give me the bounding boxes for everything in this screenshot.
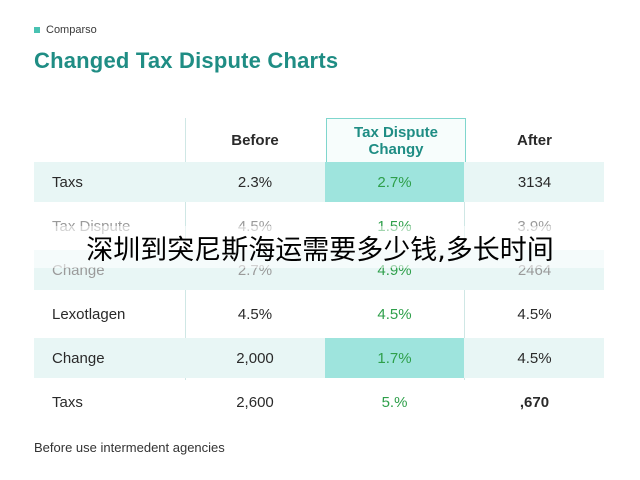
before-value: 2,600 (236, 393, 274, 411)
table-row: Taxs 2,600 5.% ,670 (34, 382, 604, 422)
table-header: Before Tax Dispute Changy After (34, 118, 604, 163)
after-value: 4.5% (517, 349, 552, 367)
after-value: 3134 (517, 173, 552, 191)
header-tax-dispute-line1: Tax Dispute (354, 124, 438, 141)
eyebrow-marker-icon (34, 27, 40, 33)
eyebrow: Comparso (34, 24, 97, 36)
eyebrow-label: Comparso (46, 24, 97, 36)
table-row: Change 2,000 1.7% 4.5% (34, 338, 604, 378)
before-value: 4.5% (237, 305, 273, 323)
table-row: Lexotlagen 4.5% 4.5% 4.5% (34, 294, 604, 334)
row-label: Change (52, 349, 105, 367)
table-row: Taxs 2.3% 2.7% 3134 (34, 162, 604, 202)
header-before: Before (231, 131, 279, 149)
page-title: Changed Tax Dispute Charts (34, 48, 339, 73)
header-tax-dispute: Tax Dispute Changy (326, 118, 466, 163)
after-value: ,670 (519, 393, 550, 411)
dispute-value: 5.% (381, 393, 408, 411)
after-value: 4.5% (517, 305, 552, 323)
row-label: Taxs (52, 393, 83, 411)
before-value: 2,000 (236, 349, 274, 367)
dispute-value: 4.5% (377, 305, 412, 323)
dispute-value: 1.7% (325, 338, 464, 378)
header-tax-dispute-line2: Changy (368, 141, 424, 158)
dispute-value: 2.7% (325, 162, 464, 202)
row-label: Taxs (52, 173, 83, 191)
header-after: After (516, 131, 552, 149)
before-value: 2.3% (237, 173, 273, 191)
row-label: Lexotlagen (52, 305, 126, 323)
footnote: Before use intermedent agencies (34, 440, 225, 455)
overlay-caption: 深圳到突尼斯海运需要多少钱,多长时间 (0, 226, 640, 268)
